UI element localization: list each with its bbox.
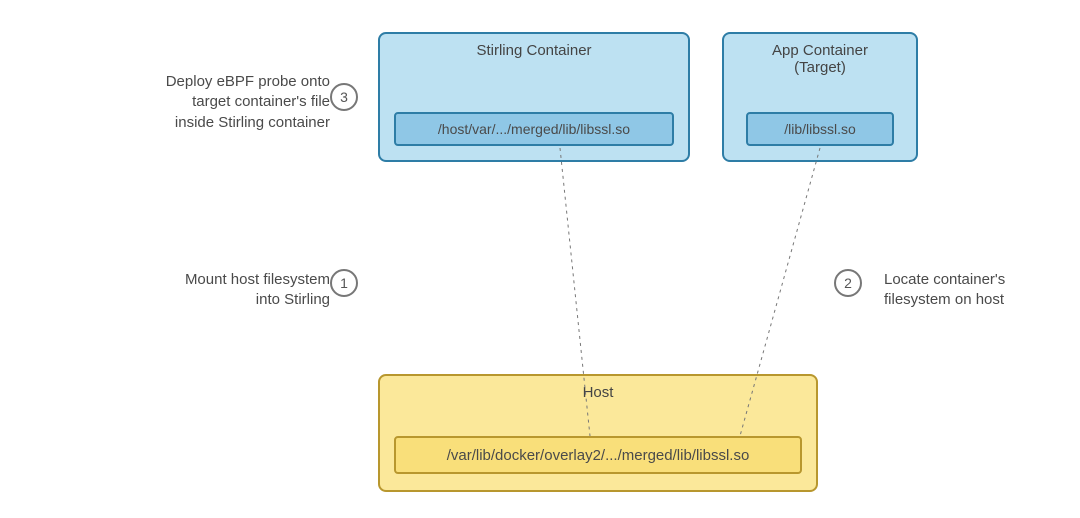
stirling-title: Stirling Container xyxy=(380,34,688,65)
host-box: Host xyxy=(378,374,818,492)
app-path-box: /lib/libssl.so xyxy=(746,112,894,146)
host-path-text: /var/lib/docker/overlay2/.../merged/lib/… xyxy=(447,447,750,464)
host-title: Host xyxy=(380,376,816,407)
app-title-line1: App Container xyxy=(724,42,916,59)
app-title-line2: (Target) xyxy=(724,59,916,76)
stirling-path-box: /host/var/.../merged/lib/libssl.so xyxy=(394,112,674,146)
app-path-text: /lib/libssl.so xyxy=(784,121,856,137)
step-3-num: 3 xyxy=(340,89,348,105)
step-2-circle: 2 xyxy=(834,269,862,297)
step-1-circle: 1 xyxy=(330,269,358,297)
step-1-num: 1 xyxy=(340,275,348,291)
step-3-caption: Deploy eBPF probe ontotarget container's… xyxy=(126,72,330,133)
step-1-caption: Mount host filesysteminto Stirling xyxy=(150,270,330,311)
step-2-caption: Locate container'sfilesystem on host xyxy=(884,270,1064,311)
step-2-num: 2 xyxy=(844,275,852,291)
step-3-circle: 3 xyxy=(330,83,358,111)
host-path-box: /var/lib/docker/overlay2/.../merged/lib/… xyxy=(394,436,802,474)
app-title: App Container (Target) xyxy=(724,34,916,82)
stirling-path-text: /host/var/.../merged/lib/libssl.so xyxy=(438,121,630,137)
